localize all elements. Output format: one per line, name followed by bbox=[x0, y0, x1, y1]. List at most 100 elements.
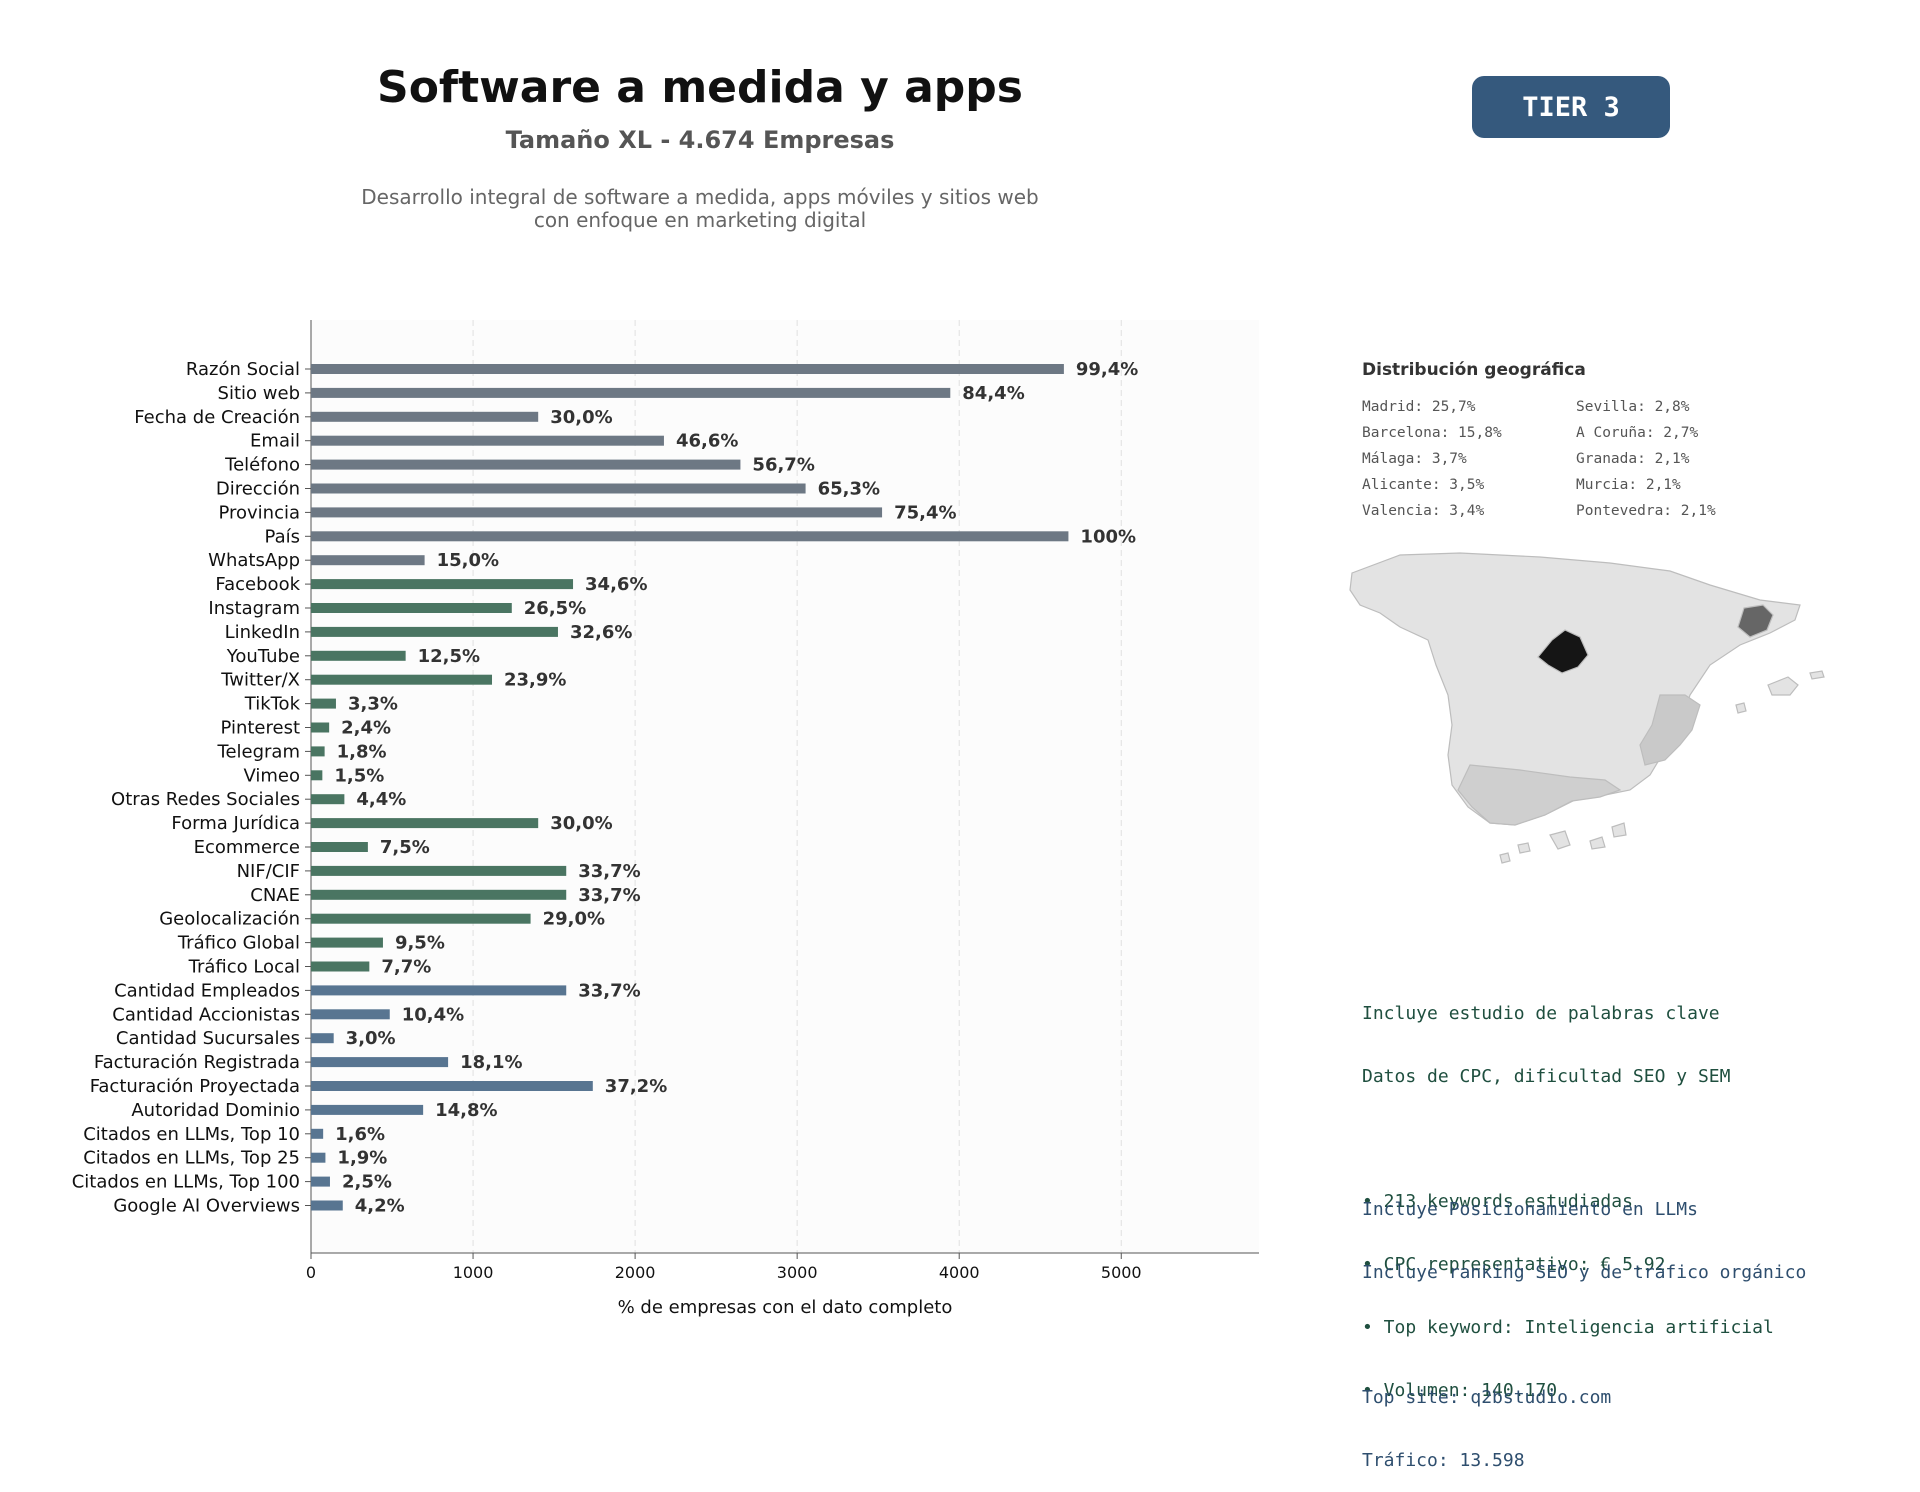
data-label: 30,0% bbox=[550, 407, 612, 428]
llm-line-1: Incluye Posicionamiento en LLMs bbox=[1362, 1199, 1698, 1220]
bar bbox=[311, 937, 383, 948]
category-label: Cantidad Sucursales bbox=[116, 1028, 300, 1049]
category-label: Citados en LLMs, Top 100 bbox=[72, 1172, 300, 1193]
data-label: 65,3% bbox=[818, 479, 880, 500]
category-label: Sitio web bbox=[218, 383, 300, 404]
data-label: 7,7% bbox=[381, 957, 431, 978]
bar bbox=[311, 794, 345, 805]
keywords-bullet: • 213 keywords estudiadas bbox=[1362, 1191, 1633, 1212]
page-title: Software a medida y apps bbox=[377, 62, 1023, 113]
bar bbox=[311, 1081, 593, 1091]
category-label: Citados en LLMs, Top 10 bbox=[83, 1124, 300, 1145]
bar bbox=[311, 746, 325, 757]
category-label: Fecha de Creación bbox=[134, 407, 300, 428]
bar bbox=[311, 722, 330, 733]
geo-item: Madrid: 25,7% bbox=[1362, 399, 1476, 415]
category-label: Autoridad Dominio bbox=[131, 1100, 300, 1121]
category-label: Facturación Registrada bbox=[94, 1052, 300, 1073]
map-madrid bbox=[1537, 629, 1589, 674]
map-canarias-5 bbox=[1499, 852, 1511, 864]
category-label: Cantidad Accionistas bbox=[112, 1004, 300, 1025]
bar bbox=[311, 1176, 330, 1187]
bar bbox=[311, 364, 1064, 374]
data-label: 37,2% bbox=[605, 1076, 667, 1097]
x-axis-label: % de empresas con el dato completo bbox=[618, 1297, 953, 1318]
bar bbox=[311, 913, 531, 924]
category-label: Pinterest bbox=[220, 718, 300, 739]
data-label: 1,5% bbox=[334, 765, 384, 786]
llm-line-2: Incluye ranking SEO y de tráfico orgánic… bbox=[1362, 1262, 1807, 1283]
category-label: Telegram bbox=[217, 741, 300, 762]
llm-traffic: Tráfico: 13.598 bbox=[1362, 1450, 1525, 1471]
category-label: Cantidad Empleados bbox=[114, 980, 300, 1001]
data-label: 33,7% bbox=[578, 980, 640, 1001]
keywords-bullet: • Top keyword: Inteligencia artificial bbox=[1362, 1317, 1774, 1338]
data-label: 30,0% bbox=[550, 813, 612, 834]
bar-chart: 0 1000 2000 3000 4000 5000 % de empresas con e… bbox=[72, 320, 1259, 1318]
keywords-bullet: • Volumen: 140.170 bbox=[1362, 1380, 1558, 1401]
bar bbox=[311, 865, 567, 876]
category-label: Vimeo bbox=[243, 765, 300, 786]
data-label: 75,4% bbox=[894, 502, 956, 523]
bar bbox=[311, 889, 567, 900]
bar bbox=[311, 483, 806, 494]
map-canarias-1 bbox=[1549, 830, 1571, 850]
category-label: Razón Social bbox=[186, 359, 300, 380]
category-label: Geolocalización bbox=[159, 909, 300, 930]
geo-item: Alicante: 3,5% bbox=[1362, 477, 1485, 493]
page-subtitle: Tamaño XL - 4.674 Empresas bbox=[505, 126, 895, 154]
category-label: Forma Jurídica bbox=[171, 813, 300, 834]
map-peninsula bbox=[1349, 552, 1801, 826]
category-label: LinkedIn bbox=[225, 622, 300, 643]
category-label: TikTok bbox=[244, 694, 301, 715]
data-label: 34,6% bbox=[585, 574, 647, 595]
data-label: 33,7% bbox=[578, 861, 640, 882]
category-label: Facebook bbox=[215, 574, 300, 595]
data-label: 23,9% bbox=[504, 670, 566, 691]
map-canarias-4 bbox=[1517, 842, 1531, 854]
map-baleares-menorca bbox=[1809, 670, 1825, 680]
geo-item: Málaga: 3,7% bbox=[1362, 451, 1467, 467]
map-baleares-ibiza bbox=[1735, 702, 1747, 714]
bar bbox=[311, 459, 741, 470]
category-label: Citados en LLMs, Top 25 bbox=[83, 1148, 300, 1169]
category-label: WhatsApp bbox=[208, 550, 300, 571]
bar bbox=[311, 674, 493, 685]
geo-item: Pontevedra: 2,1% bbox=[1576, 503, 1716, 519]
data-label: 7,5% bbox=[380, 837, 430, 858]
geo-item: A Coruña: 2,7% bbox=[1576, 425, 1699, 441]
data-label: 3,0% bbox=[346, 1028, 396, 1049]
category-label: Instagram bbox=[208, 598, 300, 619]
bar bbox=[311, 555, 425, 566]
bar bbox=[311, 985, 567, 996]
data-label: 14,8% bbox=[435, 1100, 497, 1121]
bar bbox=[311, 1057, 449, 1068]
bar bbox=[311, 698, 336, 709]
bar bbox=[311, 387, 951, 398]
bar bbox=[311, 1200, 343, 1211]
data-label: 12,5% bbox=[418, 646, 480, 667]
x-tick-label: 5000 bbox=[1101, 1263, 1142, 1282]
map-barcelona bbox=[1737, 604, 1774, 638]
category-label: CNAE bbox=[250, 885, 300, 906]
page-description: Desarrollo integral de software a medida… bbox=[361, 185, 1039, 232]
category-label: Dirección bbox=[216, 479, 300, 500]
bar bbox=[311, 1128, 324, 1139]
category-label: Facturación Proyectada bbox=[90, 1076, 300, 1097]
geo-title: Distribución geográfica bbox=[1362, 360, 1586, 380]
map-canarias-3 bbox=[1611, 822, 1627, 838]
llm-block: Incluye Posicionamiento en LLMs Incluye … bbox=[1362, 1157, 1806, 1492]
bar bbox=[311, 1104, 424, 1115]
data-label: 46,6% bbox=[676, 431, 738, 452]
category-label: Twitter/X bbox=[220, 670, 300, 691]
data-label: 1,9% bbox=[337, 1148, 387, 1169]
category-label: Tráfico Local bbox=[188, 957, 300, 978]
keywords-bullet: • CPC representativo: € 5.92 bbox=[1362, 1254, 1666, 1275]
category-label: YouTube bbox=[226, 646, 300, 667]
data-label: 18,1% bbox=[460, 1052, 522, 1073]
keywords-block: Incluye estudio de palabras clave Datos … bbox=[1362, 961, 1774, 1422]
map-valencia bbox=[1639, 694, 1701, 766]
data-label: 9,5% bbox=[395, 933, 445, 954]
data-label: 33,7% bbox=[578, 885, 640, 906]
map-canarias-2 bbox=[1589, 836, 1606, 850]
